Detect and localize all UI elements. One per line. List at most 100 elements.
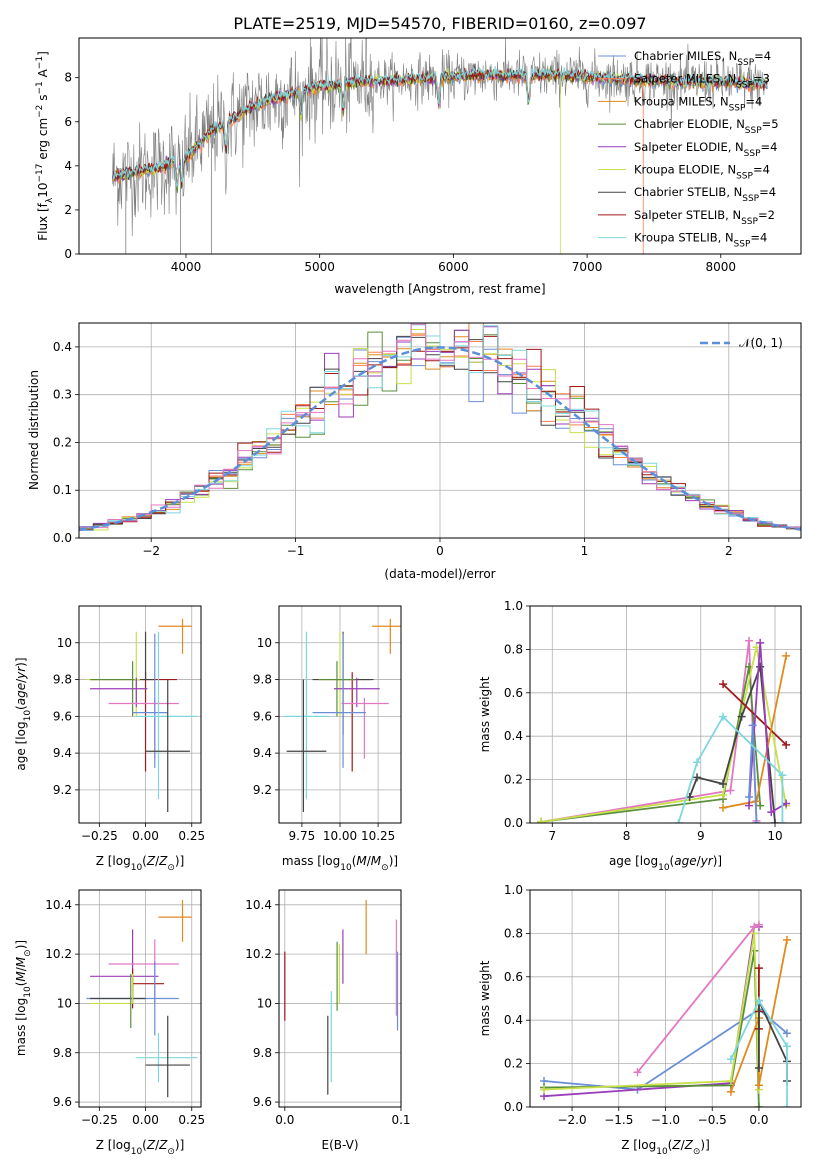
errorbar-point bbox=[312, 633, 366, 768]
x-tick-label: 5000 bbox=[304, 260, 335, 274]
chart-mass-age: 9.75 10.00 10.25 9.2 9.4 9.6 9.8 10 mass [log10(… bbox=[253, 605, 402, 873]
y-axis-label: mass weight bbox=[478, 676, 492, 752]
weight-marker bbox=[674, 819, 683, 823]
axes-frame bbox=[529, 889, 802, 1108]
x-tick-label: 0.0 bbox=[275, 1113, 294, 1127]
legend-label: Salpeter STELIB, NSSP=2 bbox=[634, 208, 775, 227]
weight-marker bbox=[782, 1029, 791, 1038]
legend-label: Chabrier ELODIE, NSSP=5 bbox=[634, 117, 779, 136]
weight-marker bbox=[754, 1081, 763, 1090]
normal-reference-curve bbox=[78, 346, 802, 531]
y-tick-label: 4 bbox=[64, 159, 72, 173]
errorbar-point bbox=[132, 633, 168, 768]
x-tick-label: 0.25 bbox=[178, 1113, 205, 1127]
figure-title: PLATE=2519, MJD=54570, FIBERID=0160, z=0… bbox=[233, 14, 646, 33]
y-tick-label: 0.4 bbox=[504, 1013, 523, 1027]
x-tick-label: −2.0 bbox=[557, 1113, 586, 1127]
weight-marker bbox=[737, 712, 746, 721]
weight-marker bbox=[782, 740, 791, 749]
y-axis-label: mass [log10(M/M⊙)] bbox=[14, 940, 33, 1056]
y-tick-label: 10.2 bbox=[245, 947, 272, 961]
weight-marker bbox=[771, 819, 780, 823]
weight-series bbox=[745, 721, 761, 823]
weight-marker bbox=[767, 808, 776, 817]
weight-series bbox=[633, 920, 763, 1077]
x-tick-label: −0.25 bbox=[81, 1113, 118, 1127]
y-tick-label: 0.0 bbox=[504, 816, 523, 830]
weight-marker bbox=[745, 801, 754, 810]
weight-marker bbox=[633, 1068, 642, 1077]
x-axis-label: Z [log10(Z/Z⊙)] bbox=[621, 1138, 710, 1157]
x-tick-label: 8000 bbox=[706, 260, 737, 274]
weight-marker bbox=[719, 790, 728, 799]
weight-marker bbox=[719, 803, 728, 812]
weight-marker bbox=[754, 964, 763, 973]
errorbar-point bbox=[136, 631, 198, 800]
plot-area bbox=[86, 899, 198, 1098]
weight-marker bbox=[719, 779, 728, 788]
y-tick-label: 0.2 bbox=[504, 773, 523, 787]
weight-marker bbox=[754, 920, 763, 929]
legend-label: Kroupa MILES, NSSP=4 bbox=[634, 94, 762, 113]
y-tick-label: 0.6 bbox=[504, 970, 523, 984]
y-tick-label: 8 bbox=[64, 71, 72, 85]
legend-label: Chabrier STELIB, NSSP=4 bbox=[634, 185, 776, 204]
weight-marker bbox=[756, 662, 765, 671]
y-tick-label: 9.8 bbox=[53, 1046, 72, 1060]
y-tick-label: 9.8 bbox=[53, 673, 72, 687]
weight-marker bbox=[748, 721, 757, 730]
x-axis-label: age [log10(age/yr)] bbox=[609, 854, 722, 873]
x-tick-label: −1.5 bbox=[604, 1113, 633, 1127]
weight-marker bbox=[540, 1085, 549, 1094]
axes-frame bbox=[78, 37, 802, 255]
legend: Chabrier MILES, NSSP=4 Salpeter MILES, NS… bbox=[598, 49, 779, 250]
errorbar-point bbox=[158, 899, 192, 942]
weight-marker bbox=[754, 1063, 763, 1072]
y-tick-label: 0.0 bbox=[504, 1100, 523, 1114]
weight-series bbox=[674, 712, 787, 823]
y-tick-label: 0.6 bbox=[504, 686, 523, 700]
x-tick-label: 9 bbox=[697, 829, 705, 843]
y-tick-label: 10.2 bbox=[45, 947, 72, 961]
chart-Z-mass: −0.25 0.00 0.25 9.6 9.8 10 10.2 10.4 Z [log10(Z/… bbox=[14, 889, 205, 1157]
x-tick-label: 10 bbox=[767, 829, 782, 843]
chart-residuals: −2 −1 0 1 2 0.0 0.1 0.2 0.3 0.4 𝒩(0, 1) (data-model… bbox=[27, 322, 802, 581]
weight-marker bbox=[782, 1103, 791, 1107]
errorbar-point bbox=[286, 679, 327, 812]
x-axis-label: (data-model)/error bbox=[384, 567, 495, 581]
x-tick-label: −1 bbox=[287, 544, 305, 558]
y-tick-label: 0.4 bbox=[53, 340, 72, 354]
y-tick-label: 0 bbox=[64, 247, 72, 261]
y-tick-label: 0.1 bbox=[53, 483, 72, 497]
x-tick-label: 10.25 bbox=[361, 829, 395, 843]
y-tick-label: 10 bbox=[257, 636, 272, 650]
y-tick-label: 9.2 bbox=[253, 783, 272, 797]
y-tick-label: 9.4 bbox=[253, 746, 272, 760]
errorbar-point bbox=[158, 618, 192, 654]
y-tick-label: 10 bbox=[57, 996, 72, 1010]
y-tick-label: 0.2 bbox=[504, 1057, 523, 1071]
chart-spectrum: 4000 5000 6000 7000 8000 0 2 4 6 8 Chabrier MILES,… bbox=[35, 37, 802, 296]
axes-frame bbox=[278, 605, 402, 824]
x-tick-label: 0.25 bbox=[178, 829, 205, 843]
x-tick-label: −0.5 bbox=[698, 1113, 727, 1127]
errorbar-point bbox=[145, 679, 190, 812]
errorbar-point bbox=[341, 697, 389, 759]
weight-marker bbox=[778, 819, 787, 823]
errorbar-point bbox=[283, 631, 330, 800]
y-tick-label: 1.0 bbox=[504, 883, 523, 897]
x-tick-label: 4000 bbox=[171, 260, 202, 274]
y-tick-label: 10 bbox=[57, 636, 72, 650]
axes-frame bbox=[78, 322, 802, 539]
y-axis-label: Flux [fλ10−17 erg cm−2 s−1 A−1] bbox=[35, 51, 55, 241]
weight-line bbox=[543, 1008, 788, 1091]
weight-marker bbox=[719, 712, 728, 721]
y-tick-label: 0.8 bbox=[504, 642, 523, 656]
weight-marker bbox=[693, 773, 702, 782]
y-tick-label: 9.8 bbox=[253, 673, 272, 687]
y-tick-label: 9.6 bbox=[53, 709, 72, 723]
weight-marker bbox=[754, 1103, 763, 1107]
weight-marker bbox=[756, 638, 765, 647]
weight-line bbox=[730, 998, 788, 1107]
